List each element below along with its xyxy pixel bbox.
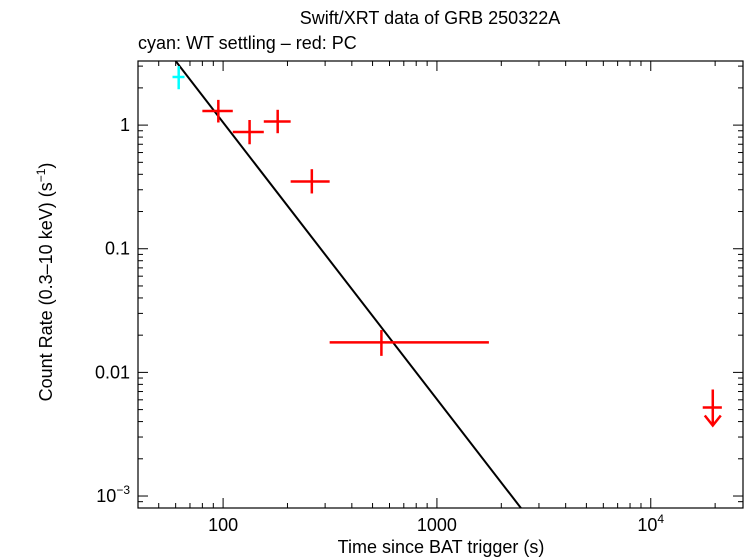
data-point	[202, 99, 233, 123]
x-axis-label: Time since BAT trigger (s)	[338, 537, 545, 557]
plot-frame	[137, 60, 744, 509]
x-tick-label: 1000	[417, 515, 457, 535]
chart-title: Swift/XRT data of GRB 250322A	[300, 8, 560, 28]
data-point	[232, 119, 264, 145]
y-tick-label: 1	[120, 115, 130, 135]
model-fit-line	[174, 61, 522, 508]
upper-limit-arrow	[703, 414, 722, 428]
y-tick-label: 0.01	[95, 362, 130, 382]
data-point	[263, 109, 291, 134]
data-point	[290, 169, 330, 194]
data-point	[329, 330, 489, 356]
upper-limit-point	[702, 389, 722, 428]
y-tick-label: 0.1	[105, 239, 130, 259]
y-tick-label: 10−3	[96, 483, 130, 506]
y-axis-label: Count Rate (0.3–10 keV) (s−1)	[34, 163, 56, 402]
chart-subtitle: cyan: WT settling – red: PC	[138, 33, 357, 53]
data-point	[172, 66, 185, 90]
x-tick-label: 104	[637, 512, 664, 535]
x-tick-label: 100	[208, 515, 238, 535]
